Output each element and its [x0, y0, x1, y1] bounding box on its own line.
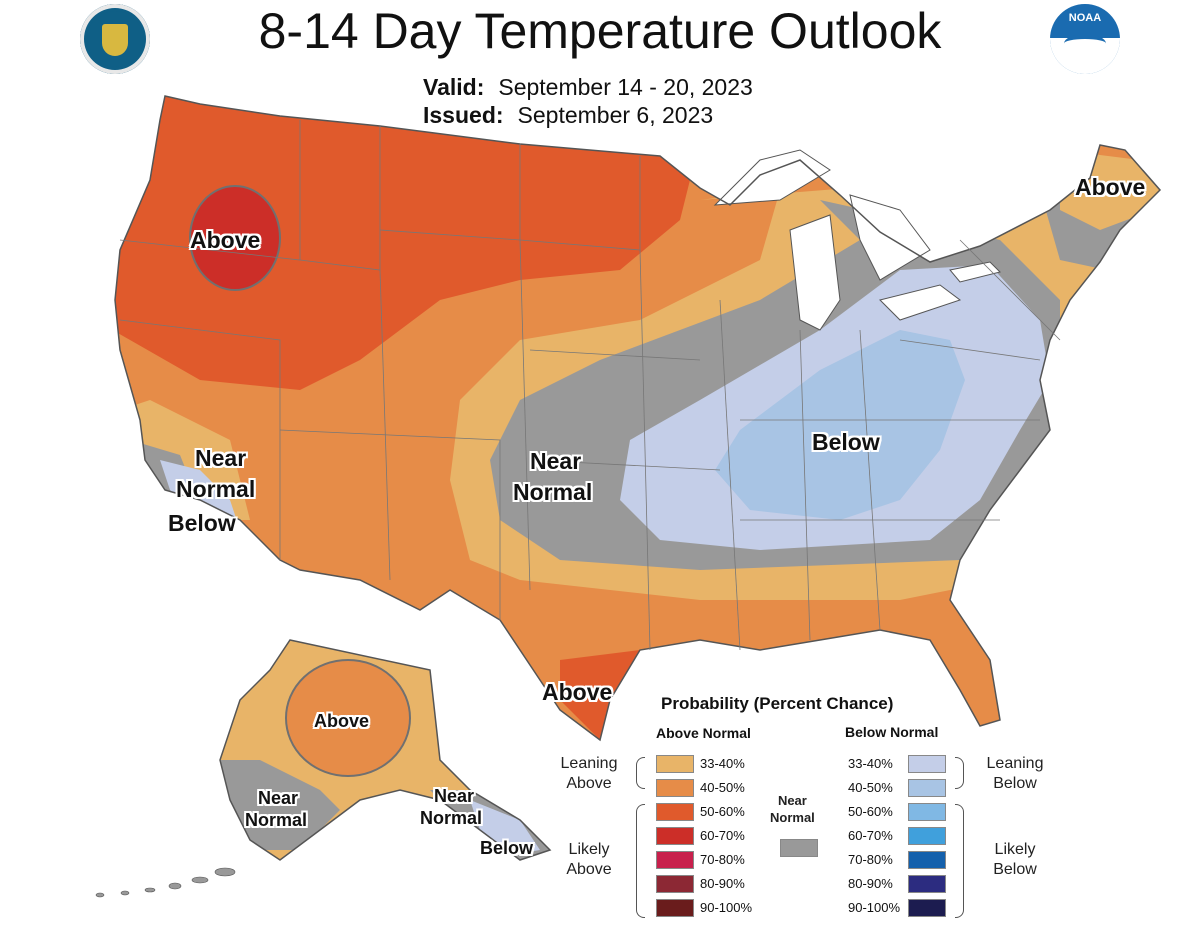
legend-likely-above-line-1: Likely: [568, 841, 610, 858]
label-above-northeast: Above: [1075, 174, 1146, 200]
legend-near-normal-line-2: Normal: [770, 810, 815, 825]
label-near-normal-ak-west-1: Near: [258, 788, 299, 808]
brace-leaning-above: [636, 757, 645, 789]
legend-above-swatch: [656, 779, 694, 797]
legend-below-swatch: [908, 899, 946, 917]
below-40-50-zone: [715, 330, 965, 520]
legend-below-range-label: 50-60%: [848, 804, 893, 819]
legend-above-swatch: [656, 899, 694, 917]
label-above-northwest: Above: [190, 227, 261, 253]
legend-leaning-below: Leaning Below: [978, 754, 1052, 794]
legend-above-range-label: 33-40%: [700, 756, 745, 771]
legend-leaning-below-line-1: Leaning: [986, 755, 1044, 772]
legend-below-range-label: 40-50%: [848, 780, 893, 795]
label-below-ak-panhandle: Below: [480, 838, 534, 858]
label-near-normal-central-2: Normal: [513, 479, 593, 505]
label-near-normal-west-1: Near: [195, 445, 247, 471]
legend-below-swatch: [908, 803, 946, 821]
label-near-normal-central-1: Near: [530, 448, 582, 474]
legend-leaning-above-line-2: Above: [566, 775, 612, 792]
brace-likely-below: [955, 804, 964, 918]
legend-leaning-above-line-1: Leaning: [560, 755, 618, 772]
issued-value: September 6, 2023: [517, 102, 714, 128]
legend-below-range-label: 90-100%: [848, 900, 901, 915]
brace-likely-above: [636, 804, 645, 918]
aleutian-islands: [95, 867, 236, 898]
legend-above-range-label: 80-90%: [700, 876, 745, 891]
legend-near-normal-swatch: [780, 839, 818, 857]
legend-likely-above: Likely Above: [554, 840, 624, 880]
label-below-east: Below: [812, 429, 880, 455]
legend-below-swatch: [908, 779, 946, 797]
state-boundaries: [119, 120, 1061, 651]
legend-above-range-label: 60-70%: [700, 828, 745, 843]
noaa-gull-shape: [1064, 34, 1106, 53]
alaska-outline: [219, 639, 552, 861]
legend-leaning-below-line-2: Below: [993, 775, 1037, 792]
noaa-logo-text: NOAA: [1068, 12, 1102, 24]
legend-above-range-label: 90-100%: [700, 900, 753, 915]
legend-near-normal-line-1: Near: [777, 793, 807, 808]
conus-shading: [115, 96, 1160, 740]
legend-above-swatch: [656, 851, 694, 869]
legend-likely-below-line-1: Likely: [994, 841, 1036, 858]
legend-above-swatch: [656, 755, 694, 773]
legend-likely-above-line-2: Above: [566, 861, 612, 878]
legend-above-range-label: 40-50%: [700, 780, 745, 795]
legend-below-range-label: 70-80%: [848, 852, 893, 867]
valid-value: September 14 - 20, 2023: [498, 74, 753, 100]
legend-above-header: Above Normal: [656, 725, 751, 741]
label-near-normal-ak-west-2: Normal: [245, 810, 308, 830]
legend-above-swatch: [656, 803, 694, 821]
label-near-normal-west-2: Normal: [176, 476, 256, 502]
label-above-texas: Above: [542, 679, 613, 705]
seal-shield-icon: [102, 24, 128, 56]
legend-likely-below-line-2: Below: [993, 861, 1037, 878]
valid-label: Valid:: [423, 74, 485, 100]
conus-outline: [114, 95, 1162, 742]
legend-below-swatch: [908, 851, 946, 869]
label-near-normal-ak-south-1: Near: [434, 786, 475, 806]
legend-above-range-label: 50-60%: [700, 804, 745, 819]
legend-above-swatch: [656, 827, 694, 845]
legend-below-range-label: 33-40%: [848, 756, 893, 771]
legend-below-swatch: [908, 875, 946, 893]
legend-below-header: Below Normal: [845, 724, 939, 740]
legend-leaning-above: Leaning Above: [554, 754, 624, 794]
above-60-70-core: [189, 185, 281, 291]
label-below-west: Below: [168, 510, 236, 536]
legend-below-range-label: 80-90%: [848, 876, 893, 891]
page-title: 8-14 Day Temperature Outlook: [258, 3, 942, 59]
label-near-normal-ak-south-2: Normal: [420, 808, 483, 828]
issued-date: Issued: September 6, 2023: [423, 102, 713, 129]
legend-likely-below: Likely Below: [978, 840, 1052, 880]
legend-above-swatch: [656, 875, 694, 893]
brace-leaning-below: [955, 757, 964, 789]
legend-below-swatch: [908, 755, 946, 773]
legend-below-swatch: [908, 827, 946, 845]
legend-near-normal-label: Near Normal: [770, 792, 815, 826]
issued-label: Issued:: [423, 102, 504, 128]
label-above-alaska: Above: [314, 711, 370, 731]
legend-above-range-label: 70-80%: [700, 852, 745, 867]
legend-below-range-label: 60-70%: [848, 828, 893, 843]
legend-title: Probability (Percent Chance): [661, 694, 894, 713]
department-of-commerce-seal-icon: [80, 4, 150, 74]
valid-dates: Valid: September 14 - 20, 2023: [423, 74, 753, 101]
